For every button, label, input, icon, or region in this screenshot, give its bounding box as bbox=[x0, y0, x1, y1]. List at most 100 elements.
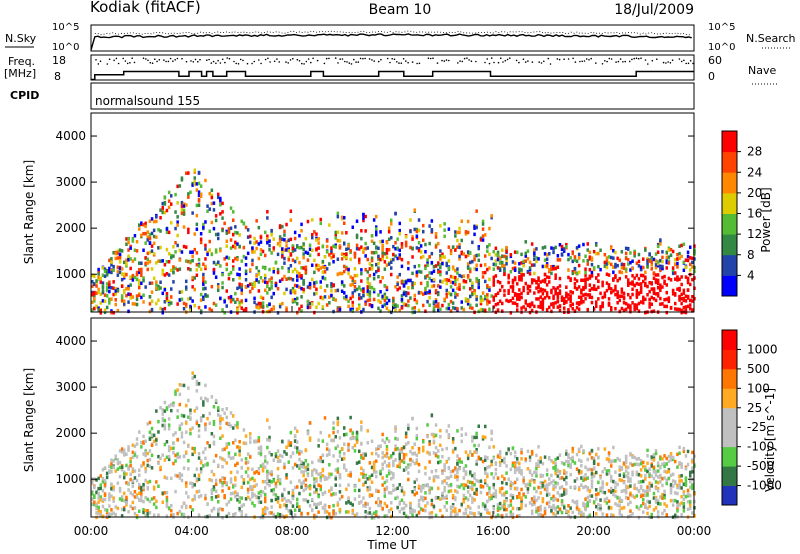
scatter-cell bbox=[127, 309, 130, 314]
freq-tick-top: 18 bbox=[52, 54, 66, 67]
nave-point bbox=[239, 58, 242, 61]
scatter-cell bbox=[674, 307, 677, 311]
scatter-cell bbox=[599, 267, 602, 272]
scatter-cell bbox=[317, 438, 320, 442]
scatter-cell bbox=[97, 308, 100, 312]
scatter-cell bbox=[159, 208, 162, 212]
scatter-cell bbox=[603, 293, 607, 298]
scatter-cell bbox=[97, 492, 100, 497]
scatter-cell bbox=[358, 488, 361, 493]
scatter-cell bbox=[185, 504, 188, 509]
scatter-cell bbox=[110, 465, 113, 470]
nave-point bbox=[635, 57, 638, 59]
scatter-cell bbox=[603, 467, 607, 471]
scatter-cell bbox=[528, 266, 532, 270]
scatter-cell bbox=[556, 305, 560, 309]
scatter-cell bbox=[261, 515, 265, 520]
scatter-cell bbox=[161, 201, 164, 206]
scatter-cell bbox=[240, 219, 243, 224]
scatter-cell bbox=[253, 493, 256, 497]
nave-point bbox=[466, 57, 468, 59]
scatter-cell bbox=[458, 254, 461, 259]
scatter-cell bbox=[616, 292, 619, 296]
scatter-cell bbox=[311, 507, 314, 512]
scatter-cell bbox=[475, 267, 478, 272]
scatter-cell bbox=[144, 231, 147, 236]
scatter-cell bbox=[353, 436, 357, 440]
scatter-cell bbox=[535, 506, 538, 511]
scatter-cell bbox=[590, 456, 594, 460]
scatter-cell bbox=[227, 272, 231, 277]
scatter-cell bbox=[385, 454, 389, 459]
scatter-cell bbox=[138, 282, 141, 287]
scatter-cell bbox=[571, 271, 574, 276]
scatter-cell bbox=[172, 451, 175, 455]
scatter-cell bbox=[456, 459, 459, 463]
nave-point bbox=[427, 57, 430, 59]
scatter-cell bbox=[172, 270, 175, 275]
scatter-cell bbox=[659, 266, 662, 270]
nave-point bbox=[197, 60, 199, 63]
scatter-cell bbox=[133, 495, 137, 499]
scatter-cell bbox=[402, 460, 406, 464]
scatter-cell bbox=[208, 513, 211, 518]
cpid-panel: CPID normalsound 155 bbox=[10, 82, 695, 110]
scatter-cell bbox=[287, 258, 290, 262]
scatter-cell bbox=[447, 266, 451, 270]
scatter-cell bbox=[306, 430, 310, 434]
scatter-cell bbox=[479, 457, 483, 461]
scatter-cell bbox=[501, 486, 504, 491]
scatter-cell bbox=[366, 511, 369, 515]
scatter-cell bbox=[315, 238, 318, 242]
scatter-cell bbox=[691, 277, 694, 282]
scatter-cell bbox=[451, 437, 455, 441]
scatter-cell bbox=[210, 195, 214, 200]
scatter-cell bbox=[229, 497, 233, 501]
scatter-cell bbox=[276, 474, 280, 479]
scatter-cell bbox=[605, 469, 609, 473]
scatter-cell bbox=[686, 250, 690, 255]
scatter-cell bbox=[287, 238, 290, 243]
scatter-cell bbox=[330, 493, 333, 497]
scatter-cell bbox=[135, 240, 139, 244]
scatter-cell bbox=[170, 202, 173, 206]
scatter-cell bbox=[148, 260, 152, 264]
scatter-cell bbox=[377, 306, 380, 311]
scatter-cell bbox=[351, 300, 354, 305]
station-title: Kodiak (fitACF) bbox=[90, 0, 201, 16]
scatter-cell bbox=[120, 465, 124, 469]
scatter-cell bbox=[458, 245, 461, 250]
scatter-cell bbox=[484, 471, 487, 475]
scatter-cell bbox=[505, 245, 508, 250]
nave-point bbox=[610, 58, 613, 60]
scatter-cell bbox=[362, 287, 365, 291]
scatter-cell bbox=[197, 193, 201, 198]
scatter-cell bbox=[451, 265, 455, 269]
scatter-cell bbox=[678, 307, 681, 312]
scatter-cell bbox=[195, 188, 199, 192]
scatter-cell bbox=[276, 500, 280, 504]
scatter-cell bbox=[358, 296, 361, 301]
scatter-cell bbox=[428, 486, 431, 490]
scatter-cell bbox=[268, 483, 271, 488]
scatter-cell bbox=[437, 292, 440, 297]
scatter-cell bbox=[114, 287, 117, 291]
scatter-cell bbox=[456, 277, 459, 282]
scatter-cell bbox=[191, 452, 194, 457]
scatter-cell bbox=[283, 229, 286, 234]
scatter-cell bbox=[93, 500, 96, 504]
scatter-cell bbox=[492, 492, 495, 496]
nave-point bbox=[115, 57, 118, 60]
scatter-cell bbox=[516, 302, 519, 307]
colorbar-tick-label: 20 bbox=[747, 186, 762, 200]
nave-point bbox=[215, 62, 217, 65]
scatter-cell bbox=[336, 444, 340, 448]
scatter-cell bbox=[518, 495, 521, 499]
scatter-cell bbox=[462, 279, 466, 283]
scatter-cell bbox=[118, 255, 122, 260]
scatter-cell bbox=[528, 289, 532, 293]
scatter-cell bbox=[138, 509, 141, 513]
scatter-cell bbox=[565, 300, 568, 304]
scatter-cell bbox=[189, 505, 192, 509]
scatter-cell bbox=[400, 450, 404, 454]
